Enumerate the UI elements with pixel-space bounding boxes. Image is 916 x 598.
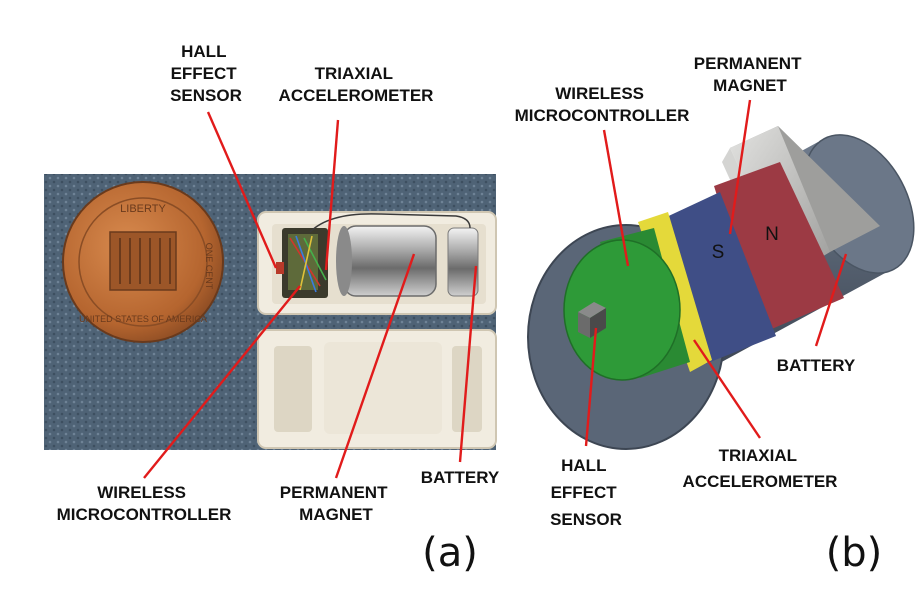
panel-a-caption: (a) [422,530,478,576]
hall-sensor-cube [578,302,606,338]
label-a-hall: HALL EFFECT SENSOR [170,42,242,105]
panel-b-caption: (b) [826,530,883,576]
arrow-b-micro [602,129,630,267]
panel-a-labels: HALL EFFECT SENSOR TRIAXIAL ACCELEROMETE… [57,42,500,576]
arrow-a-hall [206,111,278,269]
label-a-micro: WIRELESS MICROCONTROLLER [57,483,232,524]
arrow-a-micro [143,285,301,479]
penny-coin: LIBERTY ONE CENT UNITED STATES OF AMERIC… [62,181,224,343]
arrow-a-accel [324,119,340,271]
coin-text-top: LIBERTY [120,203,166,215]
label-a-battery: BATTERY [421,468,500,487]
circuit-board-stack [276,228,328,298]
label-b-hall: HALL EFFECT SENSOR [550,456,622,529]
microcontroller-disc [563,228,690,381]
label-b-magnet: PERMANENT MAGNET [694,54,806,95]
permanent-magnet-cylinder [336,225,437,297]
panel-a-arrows [143,111,478,479]
arrow-b-magnet [728,99,752,235]
label-b-battery: BATTERY [777,356,856,375]
label-a-accel: TRIAXIAL ACCELEROMETER [279,64,434,105]
label-b-micro: WIRELESS MICROCONTROLLER [515,84,690,125]
label-a-magnet: PERMANENT MAGNET [280,483,392,524]
panel-b-labels: WIRELESS MICROCONTROLLER PERMANENT MAGNE… [515,54,883,576]
magnet-north-section [714,162,844,334]
arrow-b-accel [693,339,761,439]
arrow-a-magnet [334,253,416,479]
label-b-accel: TRIAXIAL ACCELEROMETER [683,446,838,491]
pole-south: S [712,242,725,263]
antenna-wire [309,213,471,233]
pole-north: N [765,224,779,245]
coin-text-bottom: UNITED STATES OF AMERICA [79,314,207,324]
housing-bottom-half [257,329,497,449]
arrow-b-hall [584,327,598,447]
arrow-b-battery [814,253,848,347]
coin-text-side: ONE CENT [204,243,214,290]
panel-b-render [527,126,915,450]
arrow-a-battery [458,265,478,463]
battery-cell [447,227,479,297]
panel-a-photo: LIBERTY ONE CENT UNITED STATES OF AMERIC… [44,174,497,450]
panel-b-arrows [584,99,848,447]
